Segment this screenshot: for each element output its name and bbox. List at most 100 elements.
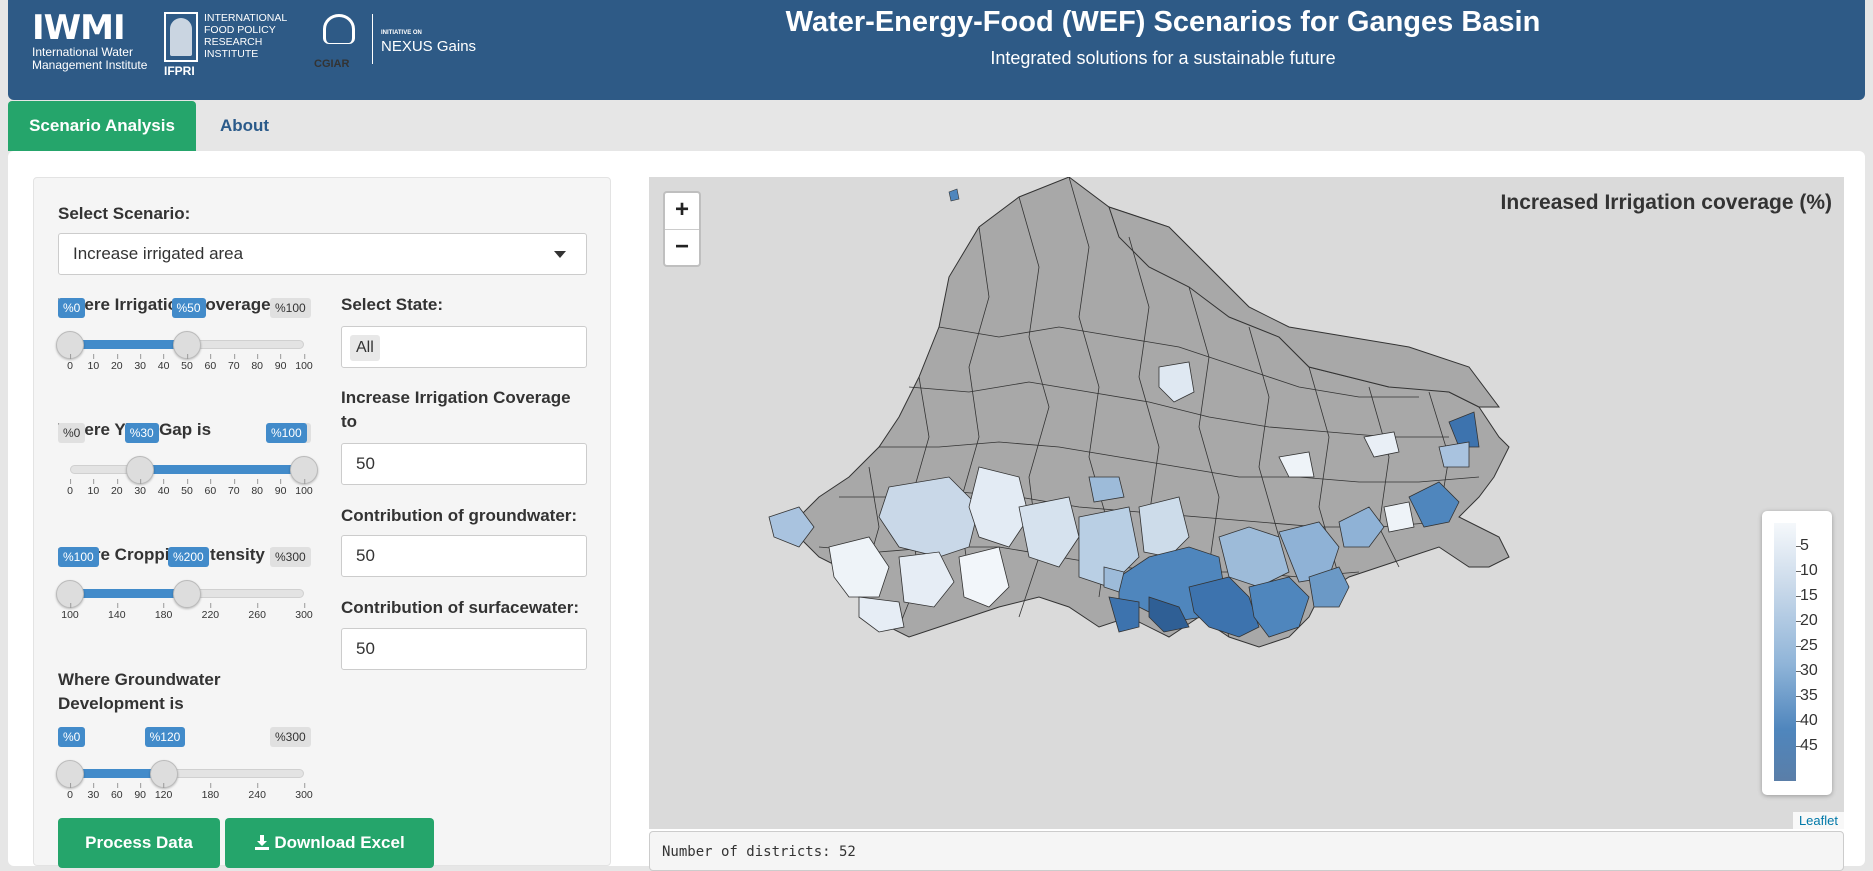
tab-about[interactable]: About xyxy=(220,116,270,135)
legend-tick-label: 5 xyxy=(1796,537,1809,554)
select-scenario-label: Select Scenario: xyxy=(58,204,191,223)
slider-tick-label: 50 xyxy=(181,479,193,497)
surfacewater-input[interactable]: 50 xyxy=(341,628,587,670)
slider-fill xyxy=(70,340,187,349)
slider-tick-label: 90 xyxy=(134,783,147,801)
slider-tick-label: 20 xyxy=(110,479,123,497)
slider-from-value: %0 xyxy=(58,727,86,747)
sidebar-panel xyxy=(33,177,611,866)
cgiar-label: CGIAR xyxy=(314,58,350,70)
slider-tick-label: 20 xyxy=(110,354,123,372)
slider-tick-label: 30 xyxy=(134,354,147,372)
increase-irrigation-input[interactable]: 50 xyxy=(341,443,587,485)
scenario-select-value: Increase irrigated area xyxy=(73,244,244,263)
slider-tick-label: 40 xyxy=(157,354,170,372)
slider-tick-label: 60 xyxy=(204,479,217,497)
slider-tick-label: 0 xyxy=(67,783,73,801)
slider-ticks: 0 10 20 30 40 50 60 70 80 90 100 xyxy=(58,354,318,376)
slider-tick-label: 300 xyxy=(295,783,313,801)
groundwater-input[interactable]: 50 xyxy=(341,535,587,577)
slider-tick-label: 10 xyxy=(87,479,100,497)
ifpri-abbr: IFPRI xyxy=(164,64,195,78)
basin-map[interactable] xyxy=(649,177,1844,829)
state-select[interactable]: All xyxy=(341,326,587,368)
slider-to-value: %200 xyxy=(168,547,209,567)
tab-scenario-analysis[interactable]: Scenario Analysis xyxy=(8,101,196,151)
legend-tick-label: 40 xyxy=(1796,712,1818,729)
page-subtitle: Integrated solutions for a sustainable f… xyxy=(990,48,1336,68)
slider-tick-label: 90 xyxy=(274,479,287,497)
download-excel-button[interactable]: Download Excel xyxy=(225,818,434,868)
map-legend: 5 10 15 20 25 30 35 40 45 xyxy=(1762,511,1832,795)
slider-tick-label: 70 xyxy=(227,479,240,497)
slider-tick-label: 0 xyxy=(67,354,73,372)
slider-tick-label: 90 xyxy=(274,354,287,372)
select-state-label: Select State: xyxy=(341,295,444,314)
ifpri-name-2: FOOD POLICY xyxy=(204,24,276,36)
slider-tick-label: 80 xyxy=(251,354,264,372)
slider-min-label: %0 xyxy=(58,423,86,443)
initiative-label: INITIATIVE ON xyxy=(381,30,422,36)
cgiar-leaf-icon xyxy=(323,14,355,44)
slider-tick-label: 60 xyxy=(110,783,123,801)
surfacewater-label: Contribution of surfacewater: xyxy=(341,598,580,617)
slider-tick-label: 70 xyxy=(227,354,240,372)
process-data-button[interactable]: Process Data xyxy=(58,818,220,868)
slider-tick-label: 60 xyxy=(204,354,217,372)
slider-tick-label: 0 xyxy=(67,479,73,497)
iwmi-logo: IWMI International Water Management Inst… xyxy=(32,10,147,72)
download-excel-label: Download Excel xyxy=(274,833,405,852)
download-icon xyxy=(254,820,270,850)
map-panel[interactable]: + − Increased Irrigation coverage (%) 5 1… xyxy=(649,177,1844,829)
zoom-out-button[interactable]: − xyxy=(674,233,689,260)
increase-irrigation-label: Increase Irrigation Coverage to xyxy=(341,388,571,431)
state-chip[interactable]: All xyxy=(350,335,380,361)
nexus-gains-label: NEXUS Gains xyxy=(381,38,477,55)
app-header: IWMI International Water Management Inst… xyxy=(8,0,1865,100)
slider-tick-label: 180 xyxy=(201,783,220,801)
iwmi-logo-name-1: International Water xyxy=(32,45,133,59)
zoom-control: + − xyxy=(663,191,701,267)
legend-color-bar xyxy=(1774,523,1796,781)
slider-ticks: 0 10 20 30 40 50 60 70 80 90 100 xyxy=(58,479,318,501)
legend-tick-label: 15 xyxy=(1796,587,1818,604)
slider-ticks: 0 30 60 90 120 180 240 300 xyxy=(58,783,318,805)
ifpri-logo: INTERNATIONAL FOOD POLICY RESEARCH INSTI… xyxy=(164,12,288,78)
legend-tick-label: 10 xyxy=(1796,562,1818,579)
slider-tick-label: 260 xyxy=(248,603,266,621)
iwmi-logo-mark: IWMI xyxy=(32,8,126,48)
slider-max-label: %300 xyxy=(270,727,311,747)
leaflet-attribution-link[interactable]: Leaflet xyxy=(1792,812,1844,829)
slider-tick-label: 50 xyxy=(181,354,193,372)
groundwater-label: Contribution of groundwater: xyxy=(341,506,578,525)
zoom-in-button[interactable]: + xyxy=(665,193,699,230)
slider-to-value: %100 xyxy=(266,423,307,443)
ifpri-name-1: INTERNATIONAL xyxy=(204,12,288,24)
slider-tick-label: 10 xyxy=(87,354,100,372)
slider-fill xyxy=(140,465,304,474)
slider-tick-label: 80 xyxy=(251,479,264,497)
slider-tick-label: 120 xyxy=(154,783,173,801)
slider-from-value: %0 xyxy=(58,298,86,318)
slider-max-label: %100 xyxy=(270,298,311,318)
map-title: Increased Irrigation coverage (%) xyxy=(1500,191,1832,214)
ifpri-tree-icon xyxy=(164,12,198,62)
cgiar-logo: CGIAR INITIATIVE ON NEXUS Gains xyxy=(314,14,476,70)
logo-divider xyxy=(372,14,373,64)
slider-to-value: %120 xyxy=(144,727,186,747)
iwmi-logo-name-2: Management Institute xyxy=(32,58,148,72)
slider-tick-label: 240 xyxy=(248,783,266,801)
scenario-select[interactable]: Increase irrigated area xyxy=(58,233,587,275)
slider-max-label: %300 xyxy=(270,547,311,567)
slider-from-value: %30 xyxy=(124,423,159,443)
slider-tick-label: 300 xyxy=(295,603,313,621)
legend-tick-label: 35 xyxy=(1796,687,1818,704)
slider-label: Where Groundwater Development is xyxy=(58,670,221,713)
slider-to-handle[interactable] xyxy=(173,580,201,608)
slider-to-value: %50 xyxy=(171,298,206,318)
slider-tick-label: 220 xyxy=(201,603,220,621)
